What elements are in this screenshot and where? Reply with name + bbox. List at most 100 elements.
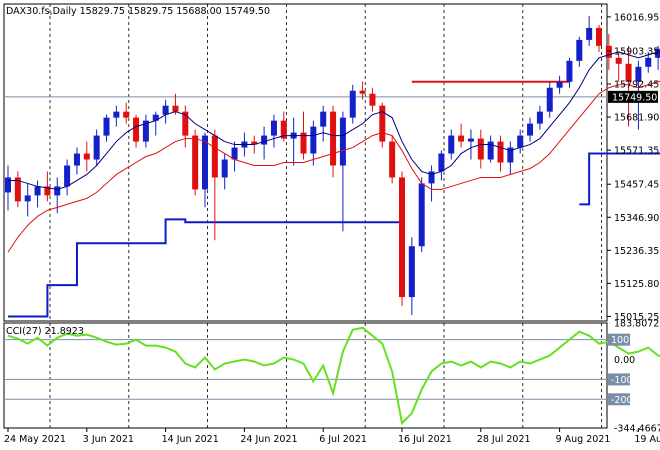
- cci-panel-border: [3, 322, 608, 429]
- candle-body: [438, 153, 445, 172]
- candle-body: [645, 57, 652, 67]
- y-tick-label: 15346.90: [614, 213, 659, 224]
- candle-body: [507, 147, 514, 163]
- candle-body: [113, 111, 120, 118]
- candle-body: [448, 135, 455, 154]
- candle-body: [44, 186, 51, 196]
- candle-body: [261, 135, 268, 145]
- candle-body: [310, 126, 317, 154]
- candle-body: [487, 141, 494, 160]
- candle-body: [418, 183, 425, 247]
- candle-body: [211, 135, 218, 178]
- candle-body: [615, 57, 622, 64]
- candle-body: [280, 120, 287, 139]
- candle-body: [103, 117, 110, 136]
- candle-body: [408, 246, 415, 298]
- y-tick-label: 16016.95: [614, 12, 659, 23]
- candle-body: [231, 147, 238, 160]
- x-tick-label: 24 Jun 2021: [240, 434, 297, 445]
- y-tick-label: 15125.80: [614, 279, 659, 290]
- candle-body: [635, 66, 642, 82]
- candle-body: [93, 135, 100, 160]
- candle-body: [655, 48, 660, 58]
- candle-body: [133, 117, 140, 142]
- candle-body: [566, 60, 573, 82]
- candle-body: [467, 138, 474, 142]
- candle-body: [83, 153, 90, 160]
- candle-body: [527, 123, 534, 136]
- candle-body: [428, 171, 435, 184]
- candle-body: [330, 111, 337, 166]
- candle-body: [497, 141, 504, 163]
- candle-body: [14, 177, 21, 202]
- cci-level-badge: [608, 393, 630, 406]
- candle-body: [142, 120, 149, 142]
- y-tick-label: 15015.25: [614, 312, 659, 323]
- candle-body: [152, 114, 159, 121]
- candle-body: [625, 63, 632, 82]
- candle-body: [339, 117, 346, 166]
- candle-body: [546, 87, 553, 112]
- y-tick-label: 15903.35: [614, 46, 659, 57]
- cci-line: [4, 326, 660, 426]
- candle-body: [34, 186, 41, 196]
- candles: [5, 15, 660, 316]
- candle-body: [123, 111, 130, 118]
- candle-body: [605, 45, 612, 58]
- y-tick-label: 15681.90: [614, 113, 659, 124]
- candle-body: [586, 27, 593, 40]
- candle-body: [556, 81, 563, 88]
- x-tick-label: 9 Aug 2021: [556, 434, 611, 445]
- cci-y-tick-label: -200: [611, 395, 633, 406]
- candle-body: [54, 186, 61, 196]
- candle-body: [458, 135, 465, 142]
- cci-title: CCI(27) 21.8923: [6, 326, 84, 337]
- candle-body: [477, 138, 484, 160]
- x-tick-label: 3 Jun 2021: [83, 434, 134, 445]
- candle-body: [270, 120, 277, 136]
- candle-body: [64, 165, 71, 187]
- x-tick-label: 6 Jul 2021: [319, 434, 367, 445]
- cci-y-tick-label: 0.00: [614, 355, 635, 366]
- cci-series-line: [7, 326, 660, 426]
- x-tick-label: 16 Jul 2021: [398, 434, 452, 445]
- cci-y-tick-label: 100: [611, 335, 629, 346]
- candle-body: [182, 111, 189, 136]
- candle-body: [596, 27, 602, 46]
- candle-body: [162, 105, 169, 115]
- candle-body: [389, 141, 396, 178]
- candle-body: [5, 177, 11, 193]
- candle-body: [517, 135, 524, 148]
- fast-moving-average: [8, 51, 660, 190]
- candle-body: [73, 153, 80, 166]
- x-tick-label: 24 May 2021: [4, 434, 66, 445]
- y-tick-label: 15571.35: [614, 146, 659, 157]
- main-chart-title: DAX30.fs,Daily 15829.75 15829.75 15688.0…: [6, 6, 270, 17]
- candle-body: [221, 159, 228, 178]
- candle-body: [349, 90, 356, 118]
- candle-body: [369, 93, 376, 106]
- candle-body: [300, 132, 307, 154]
- y-axis: 16016.95 15903.35 15792.45 15681.90 15571.35…: [607, 12, 660, 435]
- x-tick-label: 28 Jul 2021: [477, 434, 531, 445]
- level-lines: [4, 80, 660, 318]
- cci-y-tick-label: 183.8072: [614, 319, 659, 330]
- x-tick-label: 14 Jun 2021: [162, 434, 219, 445]
- y-tick-label: 15792.45: [614, 80, 659, 91]
- slow-moving-average: [7, 80, 660, 253]
- x-tick-label: 19 Aug 2021: [634, 434, 660, 445]
- current-price-label: 15749.50: [612, 92, 657, 103]
- candle-body: [359, 90, 366, 94]
- support-level-line: [8, 152, 660, 318]
- candle-body: [320, 111, 327, 127]
- candle-body: [576, 39, 583, 61]
- current-price-badge: [608, 90, 658, 103]
- candle-body: [251, 141, 258, 145]
- y-tick-label: 15457.45: [614, 180, 659, 191]
- candle-body: [399, 177, 405, 298]
- candle-body: [172, 105, 179, 112]
- cci-level-badge: [608, 373, 630, 386]
- moving-averages: [7, 51, 660, 253]
- x-axis: 24 May 2021 3 Jun 2021 14 Jun 2021 24 Jun 2…: [4, 428, 660, 445]
